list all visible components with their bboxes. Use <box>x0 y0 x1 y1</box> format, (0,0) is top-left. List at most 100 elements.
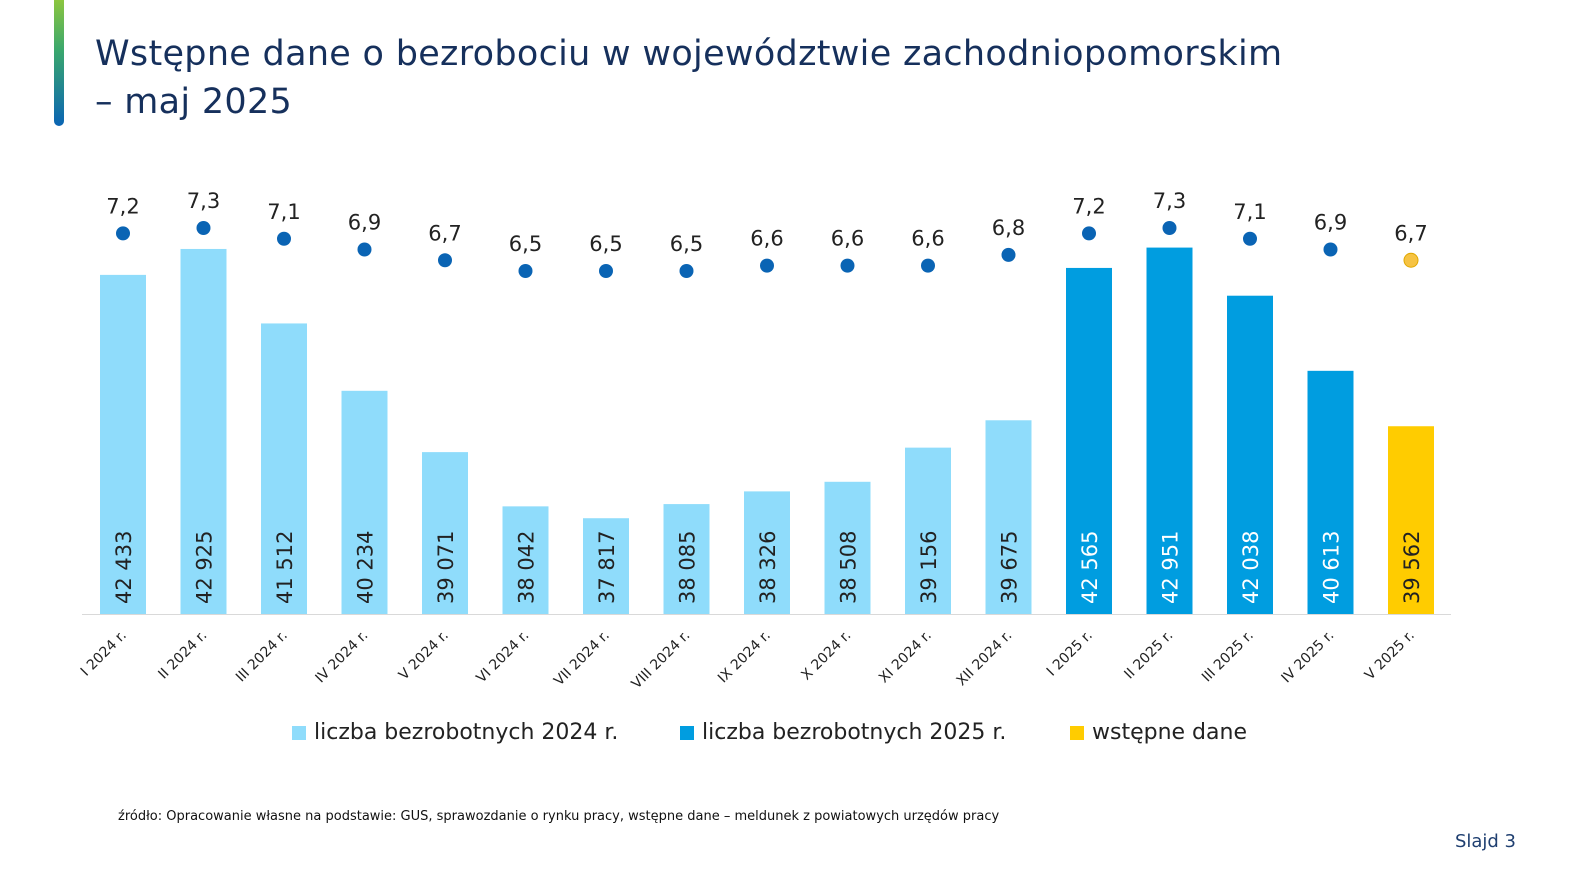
bar <box>663 504 710 614</box>
rate-point <box>1323 242 1338 257</box>
bar <box>905 447 951 614</box>
rate-point <box>599 264 613 278</box>
x-tick-label: XI 2024 r. <box>876 628 935 687</box>
rate-label: 6,7 <box>1394 221 1427 245</box>
bar-value-label: 40 613 <box>1320 531 1344 604</box>
x-tick-label: VII 2024 r. <box>551 628 613 690</box>
legend-item-prelim: wstępne dane <box>1070 720 1247 745</box>
x-tick-label: X 2024 r. <box>798 628 854 684</box>
slide-title: Wstępne dane o bezrobociu w województwie… <box>95 30 1395 126</box>
x-tick-label: IX 2024 r. <box>715 628 774 687</box>
rate-point <box>518 264 533 278</box>
source-note: źródło: Opracowanie własne na podstawie:… <box>118 809 1000 824</box>
rate-point <box>1403 252 1419 268</box>
x-tick-label: II 2024 r. <box>155 628 210 683</box>
rate-label: 6,8 <box>992 216 1025 240</box>
legend-item-2024: liczba bezrobotnych 2024 r. <box>292 720 618 745</box>
bar-value-label: 38 042 <box>515 531 539 604</box>
x-tick-label: VIII 2024 r. <box>629 628 694 693</box>
rate-point <box>1001 247 1016 262</box>
rate-label: 6,5 <box>670 232 703 256</box>
rate-point <box>116 226 130 241</box>
bar <box>744 491 790 614</box>
x-tick-label: III 2025 r. <box>1199 628 1257 686</box>
bar <box>1146 247 1193 614</box>
rate-label: 6,7 <box>428 221 461 245</box>
rate-label: 6,6 <box>750 227 783 251</box>
x-tick-label: II 2025 r. <box>1121 628 1176 683</box>
x-tick-label: IV 2024 r. <box>313 628 372 687</box>
title-line-2: – maj 2025 <box>95 82 293 122</box>
rate-label: 6,6 <box>911 227 944 251</box>
bar <box>100 274 146 614</box>
legend-label-prelim: wstępne dane <box>1092 720 1247 745</box>
bar <box>985 420 1032 614</box>
rate-point <box>921 258 935 273</box>
bar-value-label: 42 951 <box>1159 531 1183 604</box>
x-tick-label: III 2024 r. <box>233 628 291 686</box>
rate-point <box>277 231 291 246</box>
rate-label: 7,3 <box>1153 189 1186 213</box>
bar-value-label: 38 508 <box>837 531 861 604</box>
bar <box>1307 370 1354 614</box>
bar <box>1388 426 1434 614</box>
rate-label: 6,6 <box>831 227 864 251</box>
rate-label: 6,9 <box>348 211 381 235</box>
bar <box>824 481 871 614</box>
bar-value-label: 42 565 <box>1078 531 1102 604</box>
x-tick-label: IV 2025 r. <box>1279 628 1338 687</box>
rate-label: 7,1 <box>1233 200 1266 224</box>
rate-label: 6,5 <box>589 232 622 256</box>
x-tick-label: XII 2024 r. <box>954 628 1016 690</box>
bar <box>1066 267 1112 614</box>
bar-value-label: 39 156 <box>917 531 941 604</box>
legend-swatch-2025 <box>680 725 694 740</box>
bar <box>261 323 307 614</box>
x-tick-label: VI 2024 r. <box>474 628 533 687</box>
bar-value-label: 40 234 <box>354 531 378 604</box>
title-line-1: Wstępne dane o bezrobociu w województwie… <box>95 34 1283 74</box>
rate-point <box>1243 231 1257 246</box>
bar <box>422 452 468 614</box>
bar-value-label: 39 071 <box>434 531 458 604</box>
chart-legend: liczba bezrobotnych 2024 r. liczba bezro… <box>0 720 1574 754</box>
bar-value-label: 37 817 <box>595 531 619 604</box>
bar <box>341 390 388 614</box>
bar-value-label: 42 433 <box>112 531 136 604</box>
rate-label: 7,3 <box>187 189 220 213</box>
bar <box>1227 295 1273 614</box>
x-tick-label: V 2025 r. <box>1362 628 1418 684</box>
rate-point <box>357 242 372 257</box>
rate-point <box>1082 226 1096 241</box>
rate-label: 6,5 <box>509 232 542 256</box>
bar <box>180 248 227 615</box>
legend-label-2024: liczba bezrobotnych 2024 r. <box>314 720 619 745</box>
bar <box>502 506 549 614</box>
rate-point <box>760 258 774 273</box>
bar-value-label: 42 925 <box>193 531 217 604</box>
legend-label-2025: liczba bezrobotnych 2025 r. <box>702 720 1007 745</box>
legend-swatch-prelim <box>1070 725 1084 740</box>
unemployment-chart: 42 433 7,2 I 2024 r. 42 925 7,3 II 2024 r. 41 … <box>78 189 1451 693</box>
legend-item-2025: liczba bezrobotnych 2025 r. <box>680 720 1006 745</box>
x-tick-label: V 2024 r. <box>396 628 452 684</box>
rate-point <box>438 253 452 268</box>
rate-label: 7,1 <box>267 200 300 224</box>
bar-value-label: 41 512 <box>273 531 297 604</box>
rate-point <box>1162 221 1177 235</box>
bar-value-label: 42 038 <box>1239 531 1263 604</box>
rate-label: 6,9 <box>1314 211 1347 235</box>
rate-point <box>679 264 694 278</box>
rate-label: 7,2 <box>1072 194 1105 218</box>
slide-number: Slajd 3 <box>1454 831 1516 852</box>
bar <box>583 518 629 614</box>
rate-point <box>196 221 211 235</box>
legend-swatch-2024 <box>292 725 306 740</box>
x-tick-label: I 2025 r. <box>1044 628 1096 680</box>
bar-value-label: 38 085 <box>676 531 700 604</box>
bar-value-label: 39 675 <box>998 531 1022 604</box>
accent-bar <box>54 0 64 126</box>
rate-label: 7,2 <box>106 194 139 218</box>
bar-value-label: 38 326 <box>756 531 780 604</box>
x-tick-label: I 2024 r. <box>78 628 130 680</box>
